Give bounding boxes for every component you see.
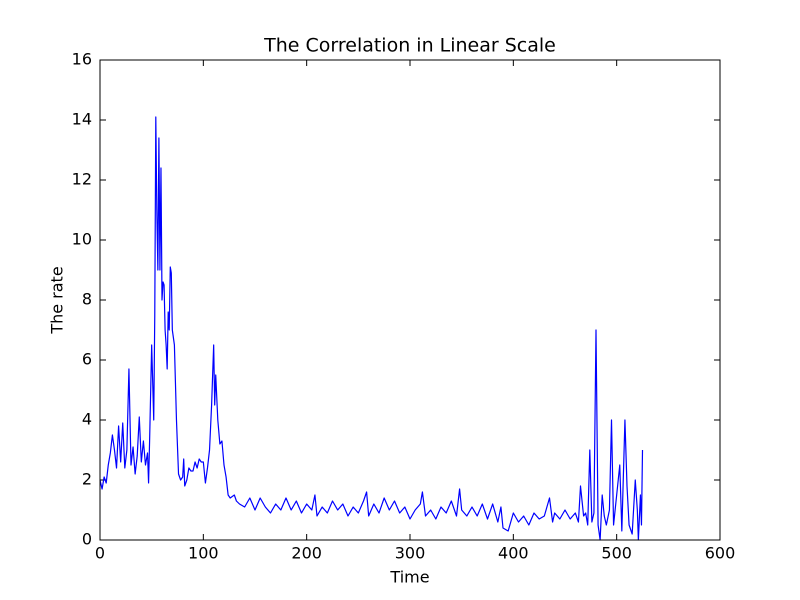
x-tick-label: 400 bbox=[498, 544, 529, 563]
x-tick-label: 300 bbox=[395, 544, 426, 563]
x-tick-label: 200 bbox=[291, 544, 322, 563]
x-tick-label: 600 bbox=[705, 544, 736, 563]
y-tick-label: 6 bbox=[82, 350, 92, 369]
y-tick-label: 4 bbox=[82, 410, 92, 429]
x-tick-label: 0 bbox=[95, 544, 105, 563]
data-line bbox=[99, 116, 644, 541]
y-tick-label: 14 bbox=[72, 110, 92, 129]
y-tick-label: 12 bbox=[72, 170, 92, 189]
y-axis-label: The rate bbox=[48, 266, 67, 334]
plot-frame bbox=[99, 59, 721, 541]
chart-title: The Correlation in Linear Scale bbox=[263, 35, 556, 57]
x-tick-label: 500 bbox=[601, 544, 632, 563]
y-tick-label: 8 bbox=[82, 290, 92, 309]
x-tick-label: 100 bbox=[188, 544, 219, 563]
y-tick-label: 2 bbox=[82, 470, 92, 489]
y-tick-label: 0 bbox=[82, 530, 92, 549]
x-axis-label: Time bbox=[389, 568, 429, 587]
y-tick-label: 16 bbox=[72, 50, 92, 69]
y-tick-label: 10 bbox=[72, 230, 92, 249]
